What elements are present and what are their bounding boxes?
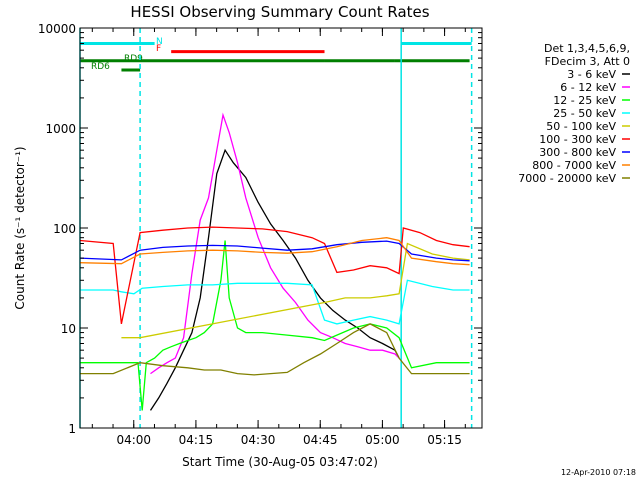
y-tick-label-4: 10000 [38, 22, 76, 36]
x-tick-label-1: 04:15 [179, 433, 214, 447]
legend-label-8: 7000 - 20000 keV [518, 172, 616, 185]
y-tick-label-2: 100 [53, 222, 76, 236]
legend-header-0: Det 1,3,4,5,6,9, [544, 42, 630, 55]
y-tick-label-3: 1000 [45, 122, 76, 136]
chart-background [0, 0, 640, 480]
legend-label-6: 300 - 800 keV [539, 146, 616, 159]
y-axis-label: Count Rate (s⁻¹ detector⁻¹) [13, 146, 27, 309]
legend-label-4: 50 - 100 keV [546, 120, 616, 133]
y-tick-label-0: 1 [68, 422, 76, 436]
legend-label-7: 800 - 7000 keV [532, 159, 616, 172]
flag-label-f: F [156, 44, 161, 54]
count-rate-chart: HESSI Observing Summary Count Rates NFRD… [0, 0, 640, 480]
legend-label-1: 6 - 12 keV [560, 81, 616, 94]
legend-label-0: 3 - 6 keV [567, 68, 616, 81]
y-tick-label-1: 10 [61, 322, 76, 336]
x-tick-label-0: 04:00 [116, 433, 151, 447]
footer-timestamp: 12-Apr-2010 07:18 [561, 468, 636, 477]
legend-label-2: 12 - 25 keV [553, 94, 616, 107]
legend-header-1: FDecim 3, Att 0 [545, 55, 630, 68]
chart-title: HESSI Observing Summary Count Rates [130, 3, 429, 21]
legend-label-3: 25 - 50 keV [553, 107, 616, 120]
x-axis-label: Start Time (30-Aug-05 03:47:02) [182, 455, 378, 469]
x-tick-label-5: 05:15 [427, 433, 462, 447]
x-tick-label-4: 05:00 [365, 433, 400, 447]
legend-label-5: 100 - 300 keV [539, 133, 616, 146]
flag-label-rd6: RD6 [91, 62, 110, 72]
x-tick-label-2: 04:30 [241, 433, 276, 447]
x-tick-label-3: 04:45 [303, 433, 338, 447]
